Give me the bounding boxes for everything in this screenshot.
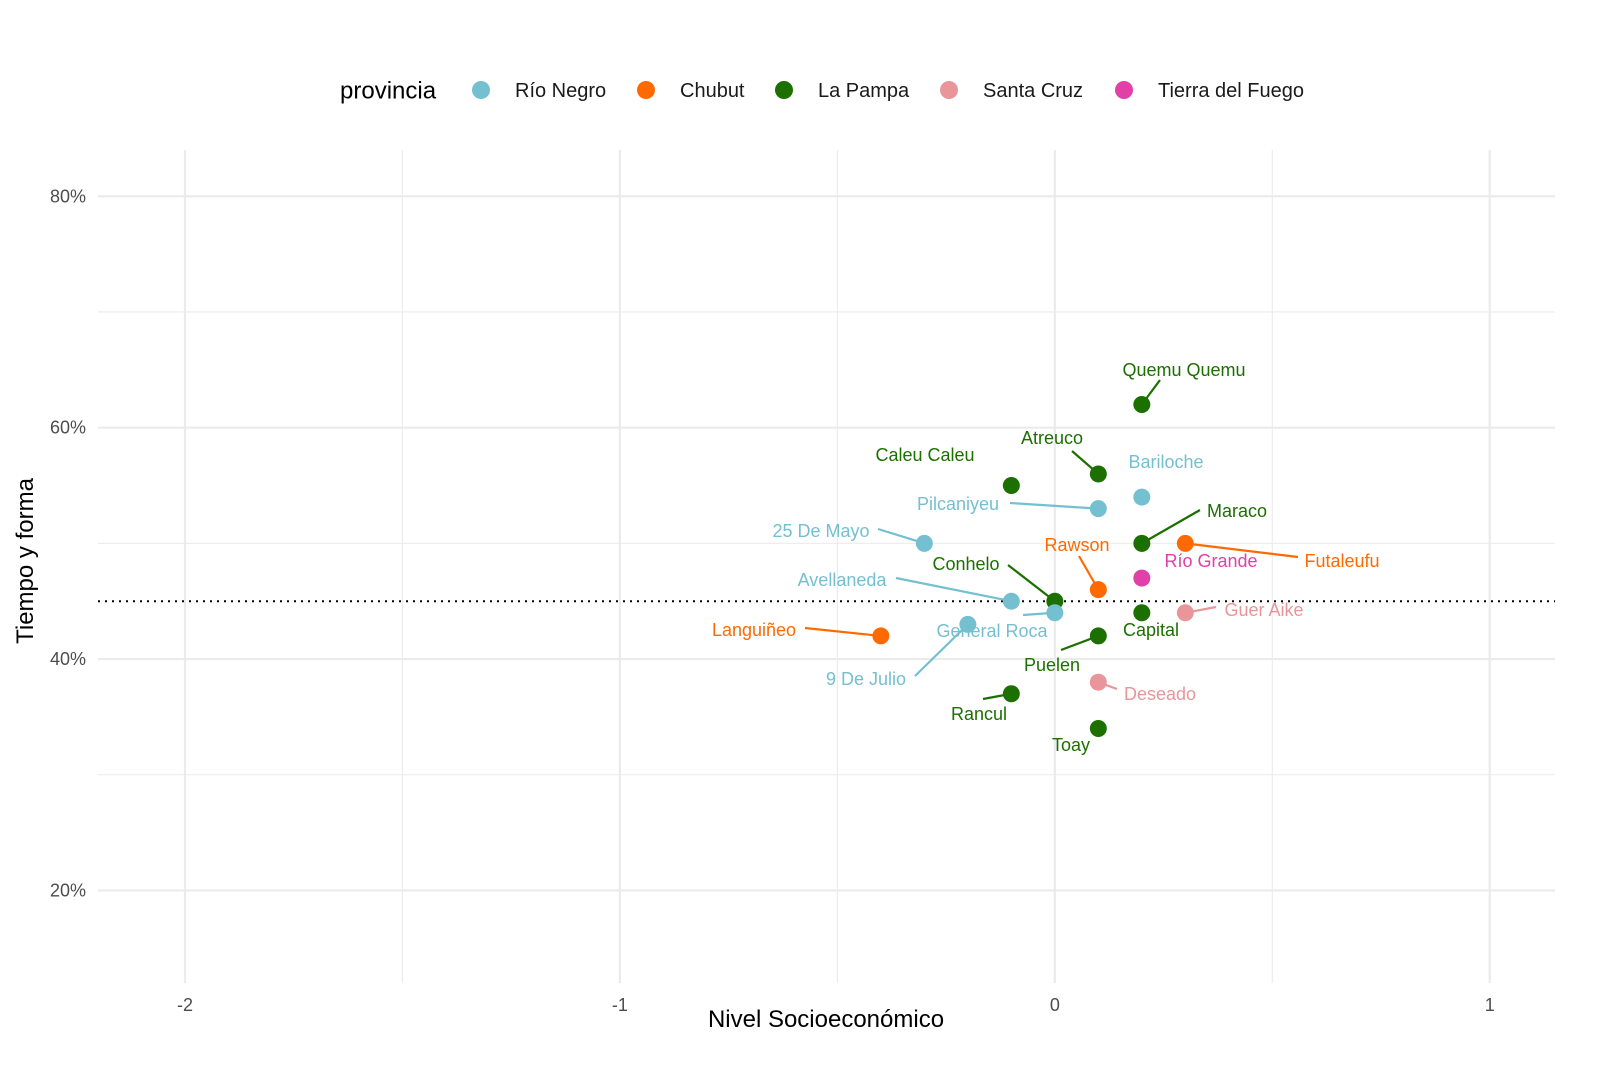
connector-futaleufu	[1185, 542, 1299, 559]
point-quemu-quemu	[1133, 396, 1151, 414]
connector-maraco	[1141, 509, 1201, 545]
label-maraco: Maraco	[1207, 501, 1267, 521]
legend-label-la-pampa: La Pampa	[818, 80, 910, 102]
label-pilcaniyeu: Pilcaniyeu	[917, 494, 999, 514]
legend: provincia Río Negro Chubut La Pampa Santa Cr…	[340, 78, 1304, 105]
data-points	[872, 396, 1194, 737]
label-caleu-caleu: Caleu Caleu	[875, 445, 974, 465]
point-languineo	[872, 627, 890, 645]
y-tick-label: 60%	[50, 418, 86, 438]
point-futaleufu	[1176, 534, 1194, 552]
legend-key-chubut	[637, 81, 655, 99]
point-deseado	[1089, 673, 1107, 691]
x-tick-label: 1	[1485, 995, 1495, 1015]
grid	[98, 150, 1555, 983]
label-quemu-quemu: Quemu Quemu	[1122, 360, 1245, 380]
point-avellaneda	[1002, 592, 1020, 610]
point-labels: Quemu Quemu Atreuco Caleu Caleu Bariloche Pi…	[712, 360, 1380, 755]
label-avellaneda: Avellaneda	[798, 570, 888, 590]
connector-conhelo	[1007, 564, 1056, 603]
label-deseado: Deseado	[1124, 684, 1196, 704]
point-general-roca	[1046, 604, 1064, 622]
label-capital: Capital	[1123, 620, 1179, 640]
legend-key-santa-cruz	[940, 81, 958, 99]
legend-label-santa-cruz: Santa Cruz	[983, 80, 1083, 102]
y-tick-label: 40%	[50, 649, 86, 669]
point-puelen	[1089, 627, 1107, 645]
y-tick-label: 80%	[50, 186, 86, 206]
connector-languineo	[804, 626, 881, 638]
point-guer-aike	[1176, 604, 1194, 622]
point-toay	[1089, 719, 1107, 737]
connector-pilcaniyeu	[1009, 501, 1099, 510]
label-9-de-julio: 9 De Julio	[826, 669, 906, 689]
legend-key-la-pampa	[775, 81, 793, 99]
point-pilcaniyeu	[1089, 500, 1107, 518]
label-rio-grande: Río Grande	[1164, 551, 1257, 571]
label-languineo: Languiñeo	[712, 620, 796, 640]
label-conhelo: Conhelo	[932, 554, 999, 574]
x-tick-label: -1	[612, 995, 628, 1015]
x-tick-label: 0	[1050, 995, 1060, 1015]
label-atreuco: Atreuco	[1021, 428, 1083, 448]
legend-label-rio-negro: Río Negro	[515, 80, 606, 102]
legend-label-chubut: Chubut	[680, 80, 745, 102]
point-rawson	[1089, 581, 1107, 599]
point-atreuco	[1089, 465, 1107, 483]
label-25-de-mayo: 25 De Mayo	[772, 521, 869, 541]
x-axis-title: Nivel Socioeconómico	[708, 1006, 944, 1033]
point-rancul	[1002, 685, 1020, 703]
legend-key-rio-negro	[472, 81, 490, 99]
x-tick-label: -2	[177, 995, 193, 1015]
point-25-de-mayo	[915, 534, 933, 552]
point-bariloche	[1133, 488, 1151, 506]
connector-avellaneda	[895, 576, 1012, 603]
legend-label-tierra-del-fuego: Tierra del Fuego	[1158, 80, 1304, 102]
connector-9-de-julio	[914, 623, 969, 677]
point-9-de-julio	[959, 615, 977, 633]
point-capital	[1133, 604, 1151, 622]
y-tick-label: 20%	[50, 880, 86, 900]
label-general-roca: General Roca	[936, 621, 1048, 641]
label-bariloche: Bariloche	[1128, 452, 1203, 472]
point-rio-grande	[1133, 569, 1151, 587]
label-guer-aike: Guer Aike	[1224, 600, 1303, 620]
label-rancul: Rancul	[951, 704, 1007, 724]
point-maraco	[1133, 534, 1151, 552]
legend-key-tierra-del-fuego	[1115, 81, 1133, 99]
label-futaleufu: Futaleufu	[1304, 551, 1379, 571]
axis-ticks: -2 -1 0 1 20% 40% 60% 80%	[50, 186, 1495, 1015]
point-caleu-caleu	[1002, 477, 1020, 495]
label-toay: Toay	[1052, 735, 1090, 755]
legend-title: provincia	[340, 78, 437, 105]
y-axis-title: Tiempo y forma	[12, 477, 39, 643]
label-puelen: Puelen	[1024, 655, 1080, 675]
label-rawson: Rawson	[1044, 535, 1109, 555]
